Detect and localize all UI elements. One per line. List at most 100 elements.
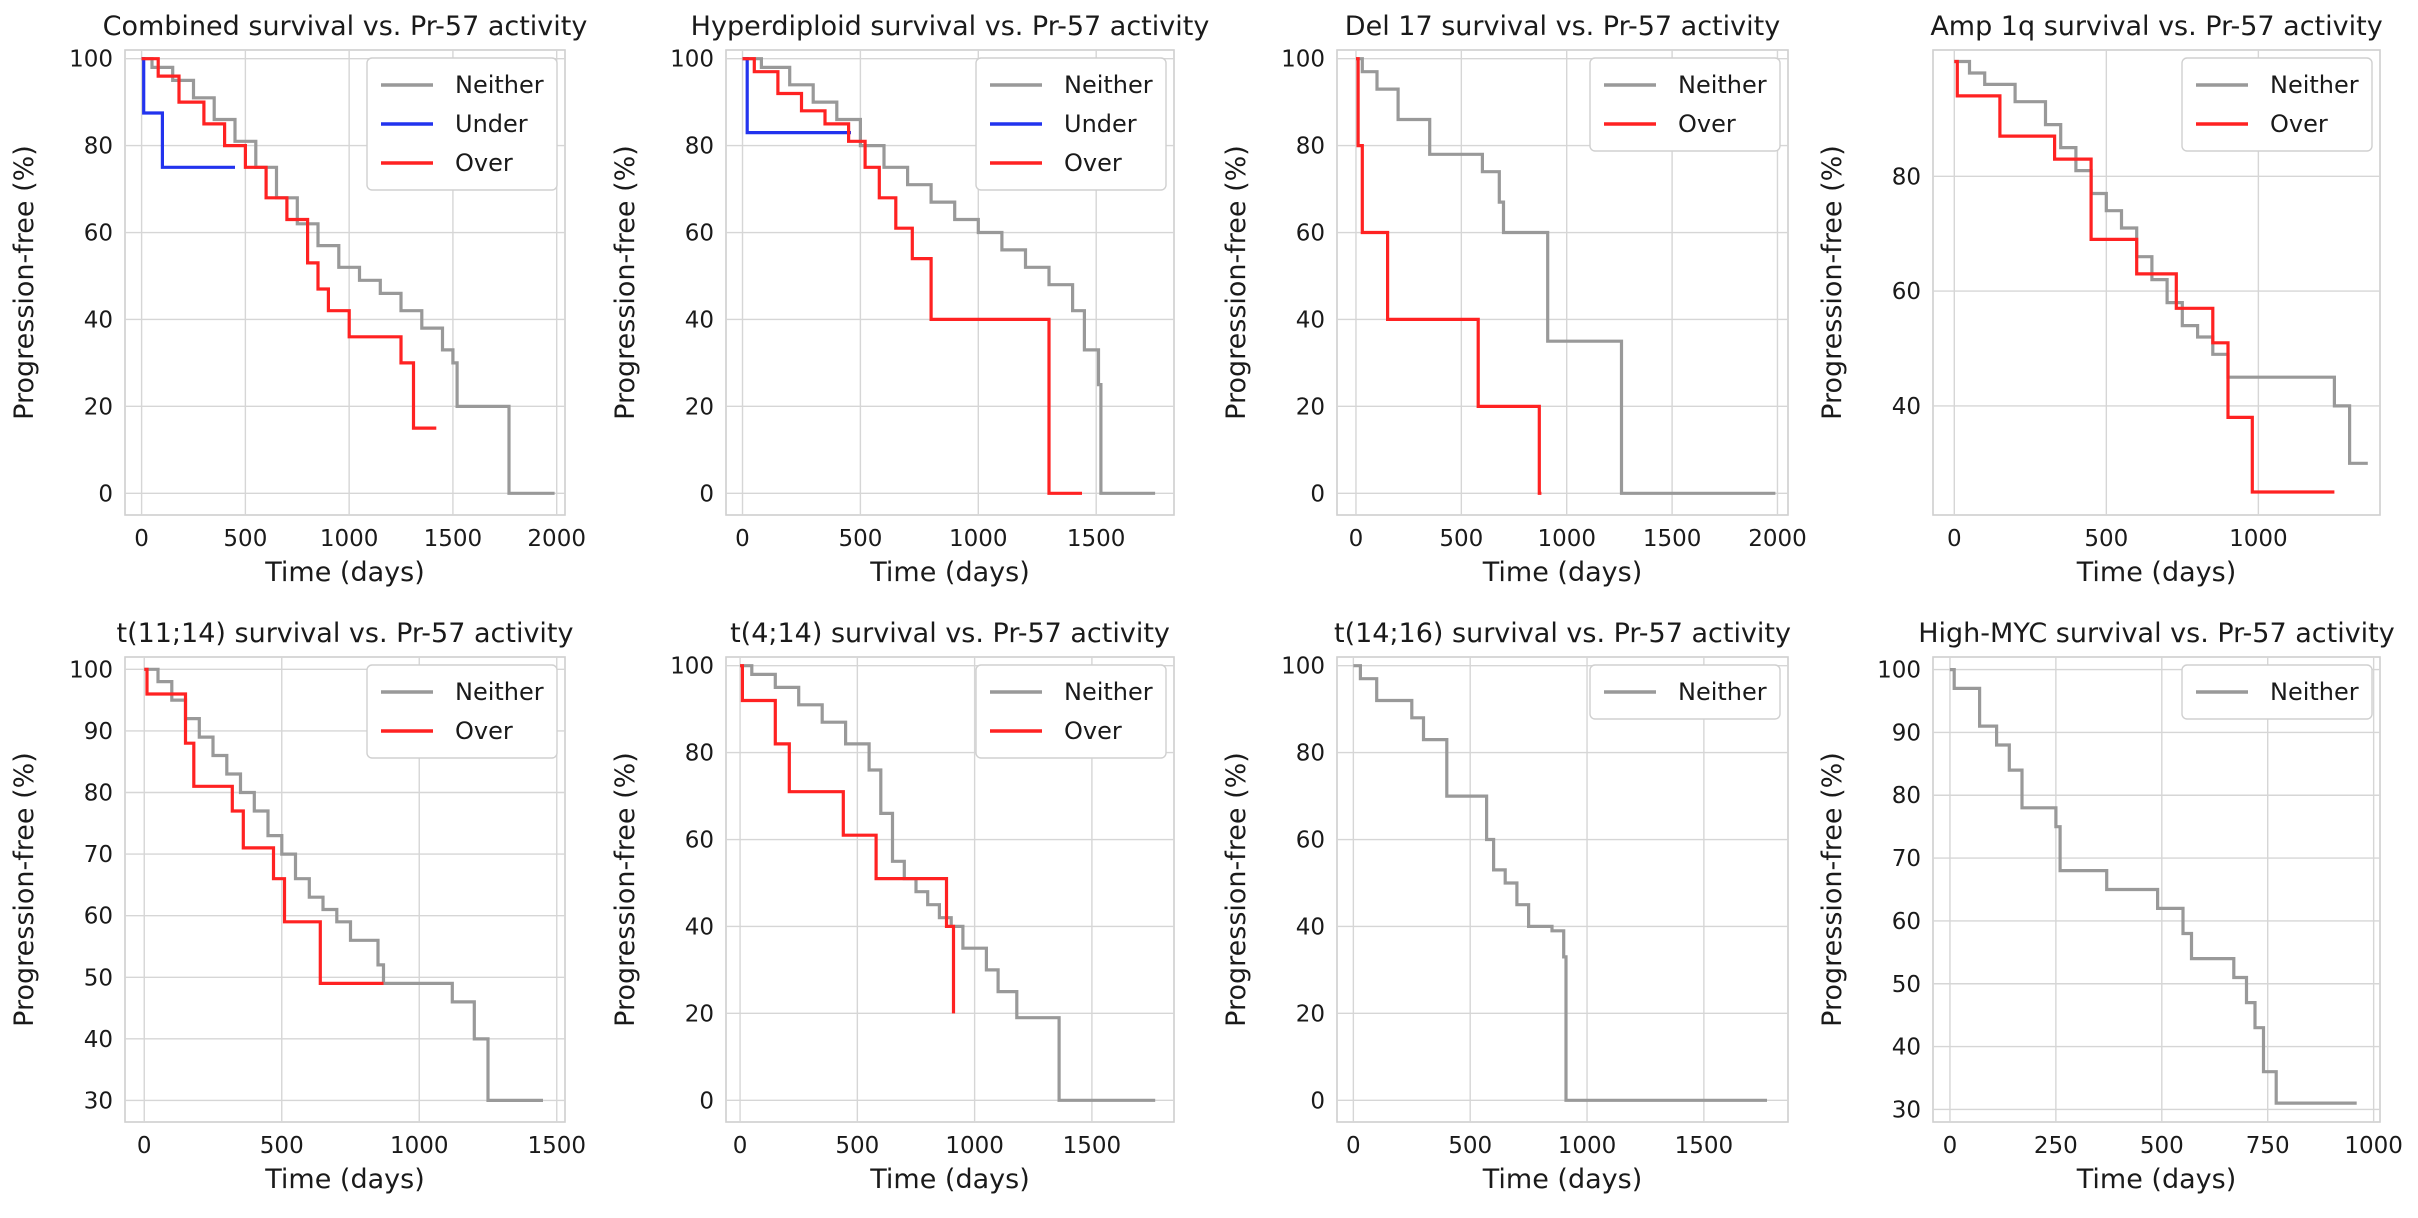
chart-title: Combined survival vs. Pr-57 activity [103,11,588,42]
y-tick-label: 60 [685,828,714,854]
chart-panel-1: 0 500 1000 1500 2000 0 20 40 60 80 100 Neither Under… [9,11,587,588]
x-tick-label: 1000 [2229,526,2288,552]
x-tick-label: 1500 [1643,526,1702,552]
x-tick-label: 0 [735,526,750,552]
y-tick-label: 30 [1892,1097,1921,1123]
legend-label: Neither [1064,678,1153,706]
y-tick-label: 60 [685,221,714,247]
x-axis-label: Time (days) [1482,557,1642,588]
chart-title: High-MYC survival vs. Pr-57 activity [1918,618,2395,649]
x-tick-label: 2000 [1748,526,1807,552]
x-tick-label: 0 [1349,526,1364,552]
x-tick-label: 0 [733,1133,748,1159]
chart-title: t(14;16) survival vs. Pr-57 activity [1334,618,1791,649]
legend-label: Neither [455,678,544,706]
x-tick-label: 0 [137,1133,152,1159]
legend-label: Over [455,149,513,177]
legend: Neither Over [975,664,1167,759]
y-tick-label: 20 [1296,394,1325,420]
y-axis-label: Progression-free (%) [1817,752,1848,1027]
chart-title: t(11;14) survival vs. Pr-57 activity [116,618,573,649]
y-tick-label: 50 [1892,972,1921,998]
chart-title: Hyperdiploid survival vs. Pr-57 activity [691,11,1210,42]
y-tick-label: 90 [84,719,113,745]
y-tick-label: 60 [1296,828,1325,854]
legend-label: Over [1064,149,1122,177]
y-tick-label: 40 [1296,307,1325,333]
survival-curve-over [742,57,1082,495]
x-tick-label: 500 [2140,1133,2184,1159]
y-axis-label: Progression-free (%) [9,752,40,1027]
legend-box [1589,57,1781,152]
x-tick-label: 1000 [1537,526,1596,552]
y-tick-label: 40 [84,307,113,333]
survival-curve-neither [141,57,555,495]
x-tick-label: 0 [1943,1133,1958,1159]
legend-box [2181,57,2373,152]
plot-area [1336,656,1789,1123]
legend: Neither [2181,664,2373,720]
legend-label: Over [455,717,513,745]
x-tick-label: 1000 [390,1133,449,1159]
y-tick-label: 100 [1877,658,1921,684]
legend: Neither Over [2181,57,2373,152]
legend: Neither Over [1589,57,1781,152]
y-tick-label: 80 [1892,783,1921,809]
legend: Neither Under Over [366,57,558,191]
x-tick-label: 500 [260,1133,304,1159]
legend-label: Over [2270,110,2328,138]
survival-curve-over [1356,57,1542,495]
x-tick-label: 0 [1947,526,1962,552]
x-tick-label: 1000 [2344,1133,2403,1159]
legend-label: Neither [1678,678,1767,706]
y-axis-label: Progression-free (%) [610,145,641,420]
legend-label: Neither [1064,71,1153,99]
legend: Neither Under Over [975,57,1167,191]
y-tick-label: 100 [670,654,714,680]
legend-box [1589,664,1781,720]
y-tick-label: 80 [84,780,113,806]
y-tick-label: 40 [1892,1035,1921,1061]
x-axis-label: Time (days) [869,557,1029,588]
y-tick-label: 80 [685,134,714,160]
x-tick-label: 1500 [527,1133,586,1159]
y-tick-label: 0 [1310,481,1325,507]
y-tick-label: 100 [1281,654,1325,680]
survival-curve-neither [144,667,543,1102]
x-tick-label: 500 [838,526,882,552]
legend-label: Neither [2270,71,2359,99]
x-tick-label: 500 [2084,526,2128,552]
chart-panel-7: 0 500 1000 1500 0 20 40 60 80 100 Neither t(14;16) … [1221,618,1791,1195]
y-tick-label: 0 [699,1088,714,1114]
y-tick-label: 0 [98,481,113,507]
x-axis-label: Time (days) [264,557,424,588]
y-tick-label: 40 [685,914,714,940]
legend-label: Neither [1678,71,1767,99]
x-tick-label: 1000 [945,1133,1004,1159]
x-tick-label: 500 [223,526,267,552]
x-tick-label: 1500 [1067,526,1126,552]
x-tick-label: 1500 [1063,1133,1122,1159]
y-tick-label: 30 [84,1088,113,1114]
chart-panel-6: 0 500 1000 1500 0 20 40 60 80 100 Neither Over t(4;1… [610,618,1175,1195]
y-tick-label: 60 [1892,279,1921,305]
chart-panel-8: 0 250 500 750 1000 30 40 50 60 70 80 90 100 Neither Hi… [1817,618,2403,1195]
y-tick-label: 0 [699,481,714,507]
survival-curve-over [144,667,384,985]
y-axis-label: Progression-free (%) [1817,145,1848,420]
y-tick-label: 60 [84,904,113,930]
y-tick-label: 40 [84,1027,113,1053]
survival-curve-neither [1949,668,2357,1105]
survival-curve-over [141,57,437,430]
y-tick-label: 20 [685,1001,714,1027]
survival-curve-neither [1356,57,1776,495]
legend-box [366,57,558,191]
y-axis-label: Progression-free (%) [9,145,40,420]
legend-label: Under [1064,110,1137,138]
y-tick-label: 80 [1892,164,1921,190]
x-tick-label: 1000 [320,526,379,552]
y-tick-label: 100 [670,47,714,73]
chart-panel-5: 0 500 1000 1500 30 40 50 60 70 80 90 100 Neither Over… [9,618,586,1195]
y-tick-label: 90 [1892,720,1921,746]
x-tick-label: 500 [835,1133,879,1159]
